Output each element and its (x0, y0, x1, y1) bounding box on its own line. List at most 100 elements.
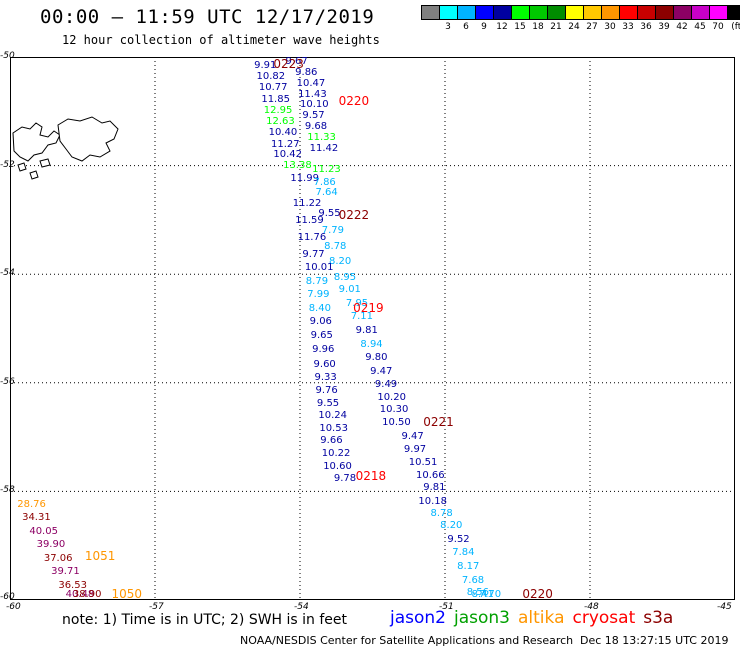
wave-height-label: 9.01 (338, 284, 361, 296)
wave-height-label: 8.20 (329, 255, 352, 267)
wave-height-label: 9.06 (309, 315, 332, 327)
map-svg (10, 57, 735, 600)
wave-height-label: 34.31 (22, 512, 51, 524)
wave-height-label: 8.40 (308, 303, 331, 315)
wave-height-label: 7.86 (313, 176, 336, 188)
wave-height-label: 11.76 (297, 232, 327, 244)
color-scale-label-9: 30 (604, 22, 616, 32)
wave-height-label: 9.68 (304, 121, 328, 133)
color-scale-label-5: 18 (532, 22, 544, 32)
color-scale-label-12: 39 (658, 22, 670, 32)
lon-label-5: -45 (717, 602, 732, 612)
wave-height-label: 10.82 (256, 71, 286, 83)
pass-id-label: 0219 (353, 301, 384, 316)
lon-label-0: -60 (6, 602, 21, 612)
wave-height-label: 9.76 (315, 384, 338, 396)
lat-label-5: -60 (0, 592, 15, 602)
wave-height-label: 9.49 (374, 379, 398, 391)
wave-height-label: 10.24 (318, 410, 347, 422)
color-swatch-16 (709, 5, 728, 20)
wave-height-label: 9.47 (370, 365, 393, 377)
pass-id-label: 1050 (111, 587, 143, 601)
map-gridlines (10, 57, 735, 600)
color-scale-label-8: 27 (586, 22, 598, 32)
pass-id-label: 1051 (84, 549, 116, 564)
wave-height-label: 39.71 (51, 566, 80, 578)
wave-height-label: 9.57 (302, 110, 325, 122)
color-swatch-6 (529, 5, 548, 20)
wave-height-label: 13.38 (283, 160, 312, 172)
color-swatch-8 (565, 5, 584, 20)
small-island-2 (39, 158, 51, 168)
color-swatch-0 (421, 5, 440, 20)
falkland-islands-coastline (12, 116, 119, 180)
color-swatch-10 (601, 5, 620, 20)
color-swatch-11 (619, 5, 638, 20)
wave-height-label: 10.51 (408, 456, 438, 468)
credit-line: NOAA/NESDIS Center for Satellite Applica… (240, 634, 574, 647)
color-swatch-2 (457, 5, 476, 20)
color-scale-label-15: 70 (712, 22, 724, 32)
pass-id-label: 0221 (423, 415, 454, 430)
satellite-name-jason3: jason3 (454, 608, 510, 628)
wave-height-label: 10.50 (382, 417, 411, 429)
map-subtitle: 12 hour collection of altimeter wave hei… (62, 33, 380, 47)
color-swatch-3 (475, 5, 494, 20)
wave-height-label: 8.56 (466, 587, 490, 599)
color-swatch-1 (439, 5, 458, 20)
wave-height-label: 11.42 (309, 142, 339, 154)
wave-height-label: 7.64 (315, 187, 338, 199)
lon-label-3: -51 (439, 602, 454, 612)
wave-height-label: 10.18 (418, 495, 448, 507)
color-swatch-4 (493, 5, 512, 20)
lat-label-1: -52 (0, 159, 15, 170)
wave-height-label: 40.05 (29, 525, 58, 537)
color-swatch-15 (691, 5, 710, 20)
wave-height-label: 10.47 (296, 77, 326, 89)
color-scale-label-1: 6 (463, 22, 469, 32)
lon-label-1: -57 (149, 602, 164, 612)
color-swatch-13 (655, 5, 674, 20)
lat-label-2: -54 (0, 268, 15, 279)
wave-height-label: 9.33 (314, 372, 337, 384)
wave-height-label: 10.01 (304, 262, 334, 274)
wave-height-label: 11.23 (312, 163, 341, 175)
small-island-1 (17, 162, 27, 172)
wave-height-label: 9.65 (310, 330, 333, 342)
wave-height-label: 37.06 (43, 552, 73, 564)
small-island-3 (29, 170, 39, 180)
color-swatch-7 (547, 5, 566, 20)
wave-height-label: 10.22 (321, 448, 351, 460)
wave-height-label: 10.40 (268, 126, 298, 138)
wave-height-label: 9.52 (447, 533, 470, 545)
wave-height-label: 8.78 (430, 507, 453, 519)
wave-height-label: 9.78 (333, 473, 357, 485)
color-swatch-14 (673, 5, 692, 20)
east-falkland-land (57, 116, 119, 162)
wave-height-label: 8.41 (471, 589, 494, 600)
wave-height-label: 9.81 (355, 324, 378, 336)
wave-height-label: 11.59 (295, 214, 324, 226)
satellite-name-s3a: s3a (643, 608, 674, 628)
map-frame (10, 57, 735, 600)
map-plot-area: -60 -57 -54 -51 -48 -45 -50 -52 -54 -56 -58 -60 9.… (0, 51, 735, 612)
wave-height-label: 9.60 (313, 358, 336, 370)
wave-height-label: 38.90 (72, 589, 102, 600)
wave-height-label: 28.76 (17, 498, 46, 510)
color-scale-legend (421, 5, 740, 20)
wave-height-label: 12.95 (263, 104, 293, 116)
wave-height-label: 7.11 (350, 311, 374, 323)
generation-timestamp: Dec 18 13:27:15 UTC 2019 (580, 634, 729, 647)
wave-height-label: 9.96 (312, 343, 335, 355)
lat-label-3: -56 (0, 376, 15, 387)
wave-height-label: 10.77 (258, 82, 288, 94)
color-swatch-12 (637, 5, 656, 20)
wave-height-label: 11.43 (298, 88, 327, 100)
color-swatch-17 (727, 5, 740, 20)
wave-height-label: 10.30 (379, 403, 409, 415)
wave-height-label: 9.66 (320, 435, 343, 446)
wave-height-label: 8.17 (457, 560, 480, 572)
wave-height-label: 10.10 (300, 99, 329, 111)
wave-height-label: 9.81 (423, 482, 446, 494)
